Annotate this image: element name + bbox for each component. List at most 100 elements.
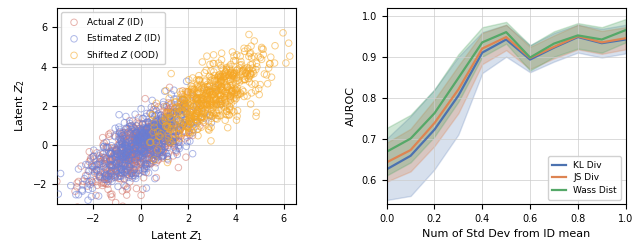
Shifted $Z$ (OOD) xyxy=(209,79,219,83)
Estimated $Z$ (ID) xyxy=(188,131,198,135)
Estimated $Z$ (ID) xyxy=(152,130,162,134)
Actual $Z$ (ID) xyxy=(143,134,153,138)
Estimated $Z$ (ID) xyxy=(114,154,125,158)
Actual $Z$ (ID) xyxy=(87,165,97,169)
Shifted $Z$ (OOD) xyxy=(201,78,211,82)
Estimated $Z$ (ID) xyxy=(105,151,115,155)
Estimated $Z$ (ID) xyxy=(126,138,137,142)
Estimated $Z$ (ID) xyxy=(137,147,147,151)
Shifted $Z$ (OOD) xyxy=(216,85,226,89)
Estimated $Z$ (ID) xyxy=(157,148,167,152)
Shifted $Z$ (OOD) xyxy=(214,82,224,86)
Actual $Z$ (ID) xyxy=(138,139,148,143)
Shifted $Z$ (OOD) xyxy=(211,97,221,101)
Shifted $Z$ (OOD) xyxy=(219,75,229,79)
Actual $Z$ (ID) xyxy=(186,91,196,95)
Actual $Z$ (ID) xyxy=(99,152,109,156)
Shifted $Z$ (OOD) xyxy=(212,93,222,97)
Actual $Z$ (ID) xyxy=(125,165,135,169)
Estimated $Z$ (ID) xyxy=(111,148,121,152)
Actual $Z$ (ID) xyxy=(130,138,140,142)
Actual $Z$ (ID) xyxy=(116,177,126,181)
Shifted $Z$ (OOD) xyxy=(210,90,221,94)
Shifted $Z$ (OOD) xyxy=(170,106,180,110)
Actual $Z$ (ID) xyxy=(149,159,159,163)
Estimated $Z$ (ID) xyxy=(141,128,151,132)
Estimated $Z$ (ID) xyxy=(132,137,142,141)
Estimated $Z$ (ID) xyxy=(126,142,137,146)
Shifted $Z$ (OOD) xyxy=(246,44,256,48)
Shifted $Z$ (OOD) xyxy=(216,74,226,78)
Estimated $Z$ (ID) xyxy=(115,142,125,146)
Estimated $Z$ (ID) xyxy=(128,152,138,156)
Shifted $Z$ (OOD) xyxy=(249,72,259,76)
Shifted $Z$ (OOD) xyxy=(163,125,173,129)
Shifted $Z$ (OOD) xyxy=(163,132,173,136)
Estimated $Z$ (ID) xyxy=(125,161,135,165)
Shifted $Z$ (OOD) xyxy=(240,49,250,53)
Estimated $Z$ (ID) xyxy=(91,168,101,172)
Estimated $Z$ (ID) xyxy=(134,138,144,142)
Shifted $Z$ (OOD) xyxy=(149,121,159,125)
Actual $Z$ (ID) xyxy=(115,149,125,153)
Actual $Z$ (ID) xyxy=(160,115,170,119)
Estimated $Z$ (ID) xyxy=(157,116,167,120)
Actual $Z$ (ID) xyxy=(100,157,111,161)
JS Div xyxy=(502,36,510,39)
Shifted $Z$ (OOD) xyxy=(206,94,216,98)
Actual $Z$ (ID) xyxy=(132,120,142,124)
Estimated $Z$ (ID) xyxy=(157,131,167,135)
Shifted $Z$ (OOD) xyxy=(193,95,204,99)
Shifted $Z$ (OOD) xyxy=(209,62,219,66)
Estimated $Z$ (ID) xyxy=(142,126,152,130)
Estimated $Z$ (ID) xyxy=(141,134,151,138)
Shifted $Z$ (OOD) xyxy=(253,54,264,58)
Estimated $Z$ (ID) xyxy=(138,131,148,135)
Estimated $Z$ (ID) xyxy=(152,117,162,121)
Estimated $Z$ (ID) xyxy=(156,118,166,122)
Estimated $Z$ (ID) xyxy=(164,124,174,128)
Shifted $Z$ (OOD) xyxy=(187,92,197,96)
Actual $Z$ (ID) xyxy=(105,159,115,163)
Estimated $Z$ (ID) xyxy=(138,136,148,140)
Actual $Z$ (ID) xyxy=(99,155,109,160)
Shifted $Z$ (OOD) xyxy=(176,128,186,132)
Actual $Z$ (ID) xyxy=(163,143,173,147)
Actual $Z$ (ID) xyxy=(161,135,171,139)
Actual $Z$ (ID) xyxy=(157,134,167,138)
Estimated $Z$ (ID) xyxy=(138,130,148,134)
Estimated $Z$ (ID) xyxy=(138,122,148,126)
Estimated $Z$ (ID) xyxy=(177,97,187,101)
Actual $Z$ (ID) xyxy=(133,149,143,153)
Estimated $Z$ (ID) xyxy=(114,174,125,178)
Estimated $Z$ (ID) xyxy=(140,127,150,131)
Shifted $Z$ (OOD) xyxy=(217,51,227,55)
Shifted $Z$ (OOD) xyxy=(204,124,214,128)
Shifted $Z$ (OOD) xyxy=(213,74,223,78)
Actual $Z$ (ID) xyxy=(121,140,131,144)
Actual $Z$ (ID) xyxy=(102,145,112,149)
Actual $Z$ (ID) xyxy=(130,138,140,142)
Shifted $Z$ (OOD) xyxy=(166,112,176,116)
Estimated $Z$ (ID) xyxy=(111,162,121,166)
Shifted $Z$ (OOD) xyxy=(209,53,219,57)
Shifted $Z$ (OOD) xyxy=(175,136,185,140)
Actual $Z$ (ID) xyxy=(123,172,133,176)
Actual $Z$ (ID) xyxy=(131,130,141,134)
Actual $Z$ (ID) xyxy=(142,142,152,146)
Shifted $Z$ (OOD) xyxy=(209,74,219,78)
Line: JS Div: JS Div xyxy=(387,36,626,162)
Actual $Z$ (ID) xyxy=(130,140,140,144)
Estimated $Z$ (ID) xyxy=(123,141,133,145)
Actual $Z$ (ID) xyxy=(151,161,161,165)
Shifted $Z$ (OOD) xyxy=(192,118,202,122)
Shifted $Z$ (OOD) xyxy=(215,93,225,98)
Shifted $Z$ (OOD) xyxy=(208,61,218,65)
Actual $Z$ (ID) xyxy=(127,155,137,159)
Estimated $Z$ (ID) xyxy=(116,138,126,142)
Estimated $Z$ (ID) xyxy=(179,99,190,103)
Shifted $Z$ (OOD) xyxy=(204,88,214,92)
Actual $Z$ (ID) xyxy=(158,147,168,151)
Shifted $Z$ (OOD) xyxy=(190,87,200,91)
Actual $Z$ (ID) xyxy=(145,131,155,135)
